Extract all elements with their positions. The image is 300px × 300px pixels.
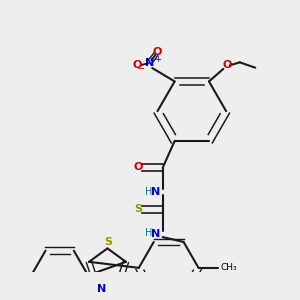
Text: H: H	[145, 187, 152, 197]
Text: N: N	[145, 58, 154, 68]
Text: N: N	[98, 284, 106, 294]
Text: N: N	[152, 187, 161, 197]
Text: H: H	[145, 229, 152, 238]
Text: −: −	[137, 64, 145, 74]
Text: O: O	[222, 60, 232, 70]
Text: O: O	[134, 162, 143, 172]
Text: N: N	[152, 229, 161, 239]
Text: S: S	[134, 204, 142, 214]
Text: O: O	[132, 60, 141, 70]
Text: +: +	[154, 55, 161, 64]
Text: O: O	[152, 47, 161, 58]
Text: CH₃: CH₃	[220, 263, 237, 272]
Text: S: S	[104, 237, 112, 247]
